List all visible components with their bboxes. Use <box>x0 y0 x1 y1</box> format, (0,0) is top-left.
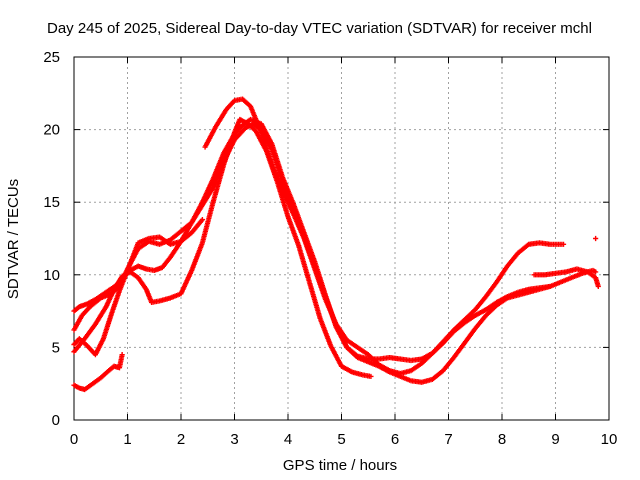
series-track-h <box>593 235 599 242</box>
x-tick-label: 0 <box>70 431 78 448</box>
data-point <box>199 217 205 223</box>
y-tick-label: 25 <box>43 49 60 66</box>
series-track-g <box>531 266 601 290</box>
data-point <box>593 269 599 275</box>
x-tick-label: 3 <box>230 431 238 448</box>
series-track-f <box>71 352 125 393</box>
x-tick-label: 9 <box>551 431 559 448</box>
y-axis-label: SDTVAR / TECUs <box>5 179 22 299</box>
data-point <box>593 235 599 242</box>
data-point <box>560 241 567 247</box>
data-point <box>368 373 374 380</box>
x-tick-label: 5 <box>337 431 345 448</box>
x-tick-label: 1 <box>123 431 131 448</box>
x-tick-label: 7 <box>444 431 452 448</box>
x-axis-label: GPS time / hours <box>283 457 397 474</box>
data-points <box>71 96 601 393</box>
x-tick-labels: 0 1 2 3 4 5 6 7 8 9 10 <box>70 431 618 448</box>
x-tick-label: 10 <box>601 431 618 448</box>
x-tick-label: 6 <box>391 431 399 448</box>
chart-title: Day 245 of 2025, Sidereal Day-to-day VTE… <box>47 20 592 37</box>
y-tick-label: 10 <box>43 267 60 284</box>
y-tick-label: 20 <box>43 122 60 139</box>
y-tick-label: 15 <box>43 194 60 211</box>
y-tick-labels: 0 5 10 15 20 25 <box>43 49 60 429</box>
series-track-e <box>71 217 205 358</box>
x-tick-label: 4 <box>284 431 292 448</box>
series-track-d <box>202 96 567 377</box>
x-tick-label: 8 <box>498 431 506 448</box>
data-point <box>119 352 125 358</box>
x-tick-label: 2 <box>177 431 185 448</box>
axis-ticks <box>73 56 610 421</box>
y-tick-label: 0 <box>52 412 60 429</box>
y-tick-label: 5 <box>52 339 60 356</box>
data-point <box>595 283 601 290</box>
data-point <box>547 283 553 290</box>
